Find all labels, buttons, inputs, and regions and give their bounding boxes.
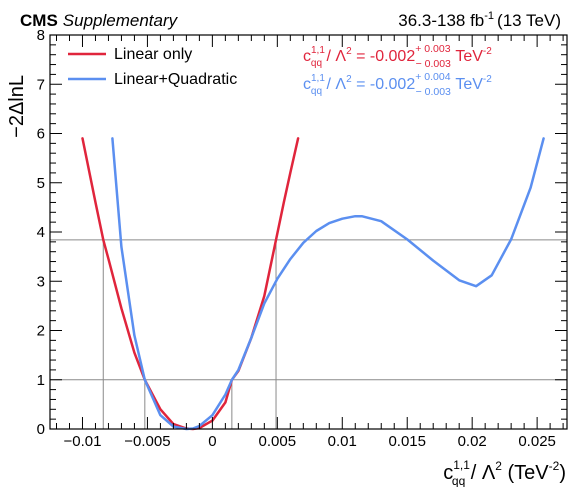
y-tick-label: 3 (37, 273, 45, 290)
plot-frame (49, 34, 568, 430)
x-tick-label: −0.005 (124, 433, 170, 450)
y-tick-label: 1 (37, 372, 45, 389)
y-tick-label: 7 (37, 76, 45, 93)
supplementary-label: Supplementary (63, 11, 179, 30)
x-tick-label: 0.005 (259, 433, 297, 450)
y-axis-title: −2ΔlnL (6, 75, 28, 138)
y-tick-label: 4 (37, 224, 45, 241)
legend-label-linear: Linear only (114, 46, 192, 63)
y-tick-label: 5 (37, 175, 45, 192)
result-linear: c1,1 qq / Λ2 = -0.002+ 0.003− 0.003 TeV-2 (303, 43, 492, 70)
legend: Linear only Linear+Quadratic (68, 46, 237, 88)
x-tick-label: 0 (208, 433, 216, 450)
x-tick-label: −0.01 (63, 433, 101, 450)
series-layer (81, 137, 545, 431)
legend-label-linear-quadratic: Linear+Quadratic (114, 71, 237, 88)
series-line-1 (111, 137, 545, 431)
reference-lines (50, 239, 567, 381)
y-tick-label: 2 (37, 323, 45, 340)
x-axis: −0.01 −0.005 0 0.005 0.01 0.015 0.02 0.025 (55, 35, 564, 450)
x-tick-label: 0.01 (328, 433, 357, 450)
cms-header: CMS Supplementary (20, 11, 179, 30)
luminosity-label: 36.3-138 fb-1 (13 TeV) (398, 10, 561, 30)
x-axis-title: c1,1 qq / Λ2 (TeV-2) (443, 458, 566, 487)
x-tick-label: 0.025 (518, 433, 556, 450)
y-tick-label: 6 (37, 126, 45, 143)
y-tick-label: 8 (37, 27, 45, 44)
x-tick-label: 0.015 (388, 433, 426, 450)
y-tick-label: 0 (37, 421, 45, 438)
interval-markers (102, 239, 277, 429)
y-axis: 0 1 2 3 4 5 6 7 8 (37, 27, 567, 438)
x-tick-label: 0.02 (458, 433, 487, 450)
result-linear-quadratic: c1,1 qq / Λ2 = -0.002+ 0.004− 0.003 TeV-2 (303, 71, 492, 98)
experiment-label: CMS (20, 11, 58, 30)
